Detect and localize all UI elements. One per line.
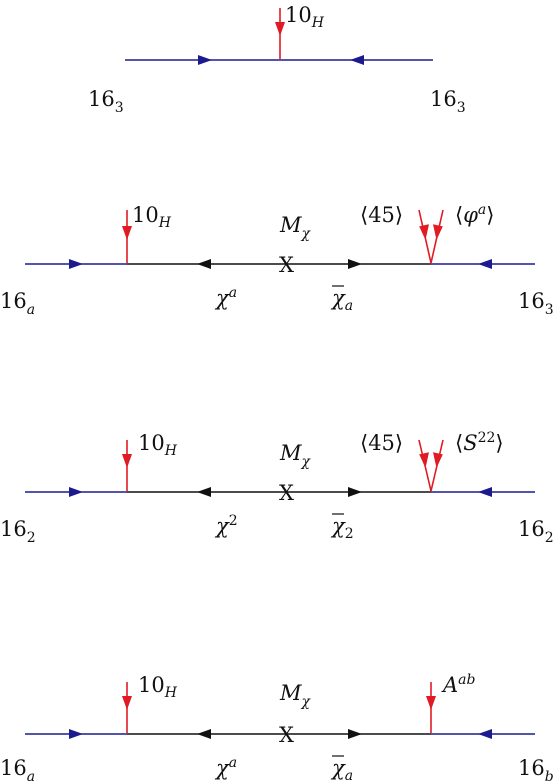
mass-insertion-x: X [279,253,294,277]
mass-label: Mχ [279,213,312,242]
chibar-label: χa [330,756,353,784]
vev-insertion-2-arrow [433,224,443,240]
a-label: Aab [441,672,476,697]
vev2-label: ⟨S22⟩ [455,430,504,455]
left-field-label: 163 [88,87,124,116]
mass-insertion-x: X [279,481,294,505]
arrow-chibar [348,729,362,739]
right-field-label: 16b [518,756,554,784]
vev-insertion-1-arrow [419,224,429,240]
arrow-left-external [69,259,83,269]
higgs-insertion-arrow [122,226,132,240]
higgs-label: 10H [138,673,178,701]
diagram-2: X Mχ 10H ⟨45⟩ ⟨φa⟩ χa χa 16a 163 [0,202,554,318]
vev1-label: ⟨45⟩ [360,431,403,455]
higgs-label: 10H [138,431,178,459]
higgs-insertion-arrow [122,696,132,710]
chibar-label: χa [330,286,353,314]
arrow-right-external [478,259,492,269]
left-field-label: 16a [0,289,35,318]
mass-label: Mχ [279,681,312,710]
arrow-left-external [69,729,83,739]
left-field-label: 162 [0,517,36,546]
diagram-1: 10H 163 163 [88,3,466,116]
vev-insertion-1-arrow [419,452,429,468]
higgs-insertion-arrow [275,22,285,36]
arrow-right-external [478,487,492,497]
right-field-label: 163 [430,87,466,116]
arrow-chi [197,729,211,739]
higgs-label: 10H [132,203,172,231]
mass-insertion-x: X [279,723,294,747]
left-field-label: 16a [0,756,35,784]
right-field-label: 162 [518,517,554,546]
mass-label: Mχ [279,441,312,470]
higgs-insertion-arrow [122,454,132,468]
chi-label: χa [214,285,237,310]
right-field-label: 163 [518,289,554,318]
vertex-label: 10H [285,3,325,31]
vev-insertion-2-arrow [433,452,443,468]
vev1-label: ⟨45⟩ [360,203,403,227]
arrow-chibar [348,487,362,497]
chi-label: χ2 [214,513,238,538]
vev2-label: ⟨φa⟩ [455,202,494,227]
a-insertion-arrow [426,696,436,710]
arrow-chi [197,487,211,497]
arrow-chi [197,259,211,269]
chi-label: χa [214,755,237,780]
diagram-3: X Mχ 10H ⟨45⟩ ⟨S22⟩ χ2 χ2 162 162 [0,430,554,546]
fermion-arrow-left [350,55,364,65]
arrow-chibar [348,259,362,269]
chibar-label: χ2 [330,514,354,542]
diagram-4: X Mχ 10H Aab χa χa 16a 16b [0,672,554,784]
fermion-arrow-right [198,55,212,65]
arrow-left-external [69,487,83,497]
arrow-right-external [478,729,492,739]
